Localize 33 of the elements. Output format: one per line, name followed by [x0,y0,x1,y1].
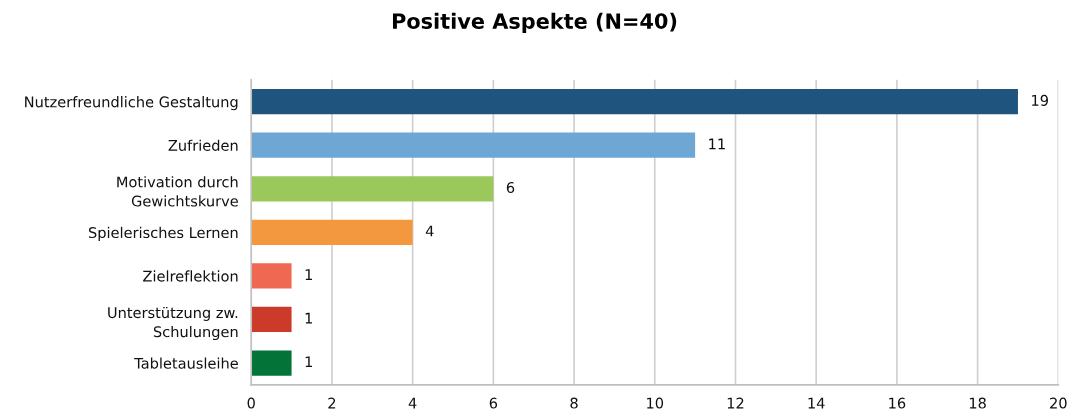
data-label: 1 [305,312,312,324]
y-tick-label: Unterstützung zw. Schulungen [108,306,238,341]
y-tick-label: Motivation durch Gewichtskurve [117,176,238,207]
y-tick-label: Zielreflektion [143,270,238,282]
y-tick-label: Tabletausleihe [134,357,238,369]
bar [251,176,494,202]
bar [251,219,413,245]
x-tick-label: 6 [489,397,498,409]
data-label: 6 [506,181,515,194]
y-tick-label: Spielerisches Lernen [88,226,238,241]
bar [251,350,292,376]
y-tick-label: Nutzerfreundliche Gestaltung [25,96,238,111]
data-label: 11 [709,138,725,150]
x-tick-label: 0 [247,397,255,409]
x-tick-label: 10 [647,397,664,409]
data-label: 4 [425,225,434,237]
bar [251,132,696,158]
x-tick-label: 14 [808,397,825,409]
data-label: 19 [1032,94,1048,106]
x-tick-label: 20 [1050,397,1067,409]
bar [251,89,1018,115]
x-tick-label: 18 [969,397,986,409]
y-tick-label: Zufrieden [168,139,238,151]
x-tick-label: 8 [570,397,578,409]
chart-title: Positive Aspekte (N=40) [392,12,677,33]
x-tick-label: 12 [727,397,744,409]
x-tick-label: 16 [889,397,906,409]
x-tick-label: 2 [328,397,336,409]
data-label: 1 [305,269,312,280]
x-tick-label: 4 [408,397,417,409]
data-label: 1 [305,356,312,368]
bar [251,306,292,333]
bar [251,263,292,289]
